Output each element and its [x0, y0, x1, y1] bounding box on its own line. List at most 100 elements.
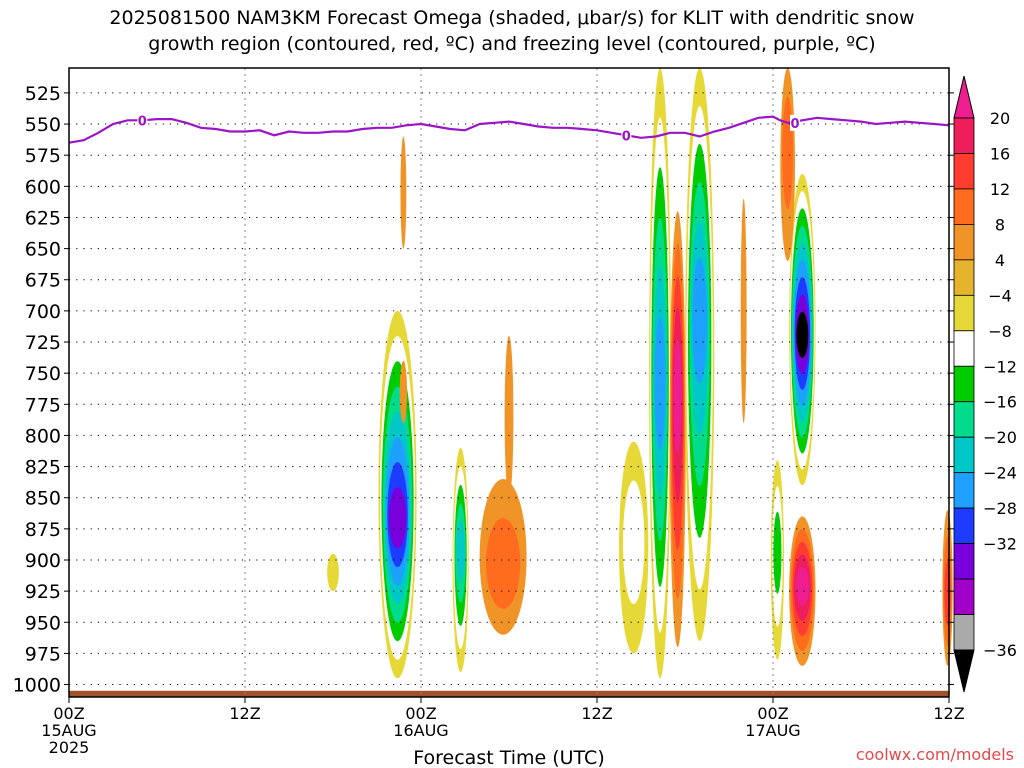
colorbar-label: −16	[983, 393, 1017, 412]
y-tick-label: 975	[25, 643, 61, 665]
y-tick-label: 650	[25, 239, 61, 261]
x-tick-label: 00Z	[757, 704, 788, 723]
y-tick-label: 825	[25, 457, 61, 479]
colorbar-top-arrow	[953, 75, 975, 119]
y-tick-label: 775	[25, 394, 61, 416]
omega-shade	[944, 561, 951, 626]
x-tick-label: 17AUG	[745, 721, 800, 740]
colorbar-swatch	[953, 401, 975, 438]
freezing-level-label: 0	[790, 117, 799, 132]
omega-shade	[692, 257, 707, 384]
colorbar-label: −36	[983, 641, 1017, 660]
omega-shade	[388, 487, 407, 549]
omega-feature	[685, 68, 715, 641]
colorbar-swatch	[953, 436, 975, 474]
y-tick-label: 725	[25, 332, 61, 354]
colorbar-swatch	[953, 294, 975, 332]
colorbar-swatch	[953, 365, 975, 403]
omega-feature	[619, 441, 649, 654]
omega-shade	[782, 96, 794, 210]
contour-label-bg	[621, 127, 632, 144]
omega-feature	[452, 447, 469, 673]
colorbar-swatch	[953, 472, 975, 509]
omega-shade	[654, 316, 666, 450]
y-tick-label: 550	[25, 114, 61, 136]
colorbar-label: 16	[990, 144, 1010, 163]
plot-area	[69, 68, 953, 697]
contour-label-bg	[790, 114, 800, 131]
omega-feature	[479, 479, 527, 635]
colorbar-label: 4	[995, 251, 1005, 270]
y-tick-label: 700	[25, 301, 61, 323]
colorbar-label: 12	[990, 180, 1010, 199]
chart-title: 2025081500 NAM3KM Forecast Omega (shaded…	[109, 7, 914, 55]
x-tick-label: 00Z	[53, 704, 84, 723]
x-tick-label: 2025	[49, 738, 90, 757]
freezing-level-contour: 0 0 0	[68, 112, 950, 144]
plot-frame	[68, 67, 950, 698]
grid	[69, 68, 949, 697]
omega-shade	[486, 517, 521, 609]
omega-feature	[378, 310, 417, 679]
omega-feature	[780, 68, 796, 262]
omega-shade	[456, 521, 465, 580]
colorbar-swatch	[953, 259, 975, 296]
colorbar-swatch	[953, 543, 975, 580]
colorbar-swatch	[953, 223, 975, 261]
colorbar-label: 20	[990, 109, 1010, 128]
colorbar-swatch	[953, 188, 975, 225]
y-tick-label: 750	[25, 363, 61, 385]
colorbar-label: −4	[988, 286, 1012, 305]
x-tick-label: 15AUG	[41, 721, 96, 740]
y-tick-label: 950	[25, 612, 61, 634]
y-tick-label: 600	[25, 176, 61, 198]
omega-feature	[399, 360, 408, 423]
omega-shade	[796, 311, 809, 359]
y-tick-label: 800	[25, 425, 61, 447]
colorbar-swatch	[953, 578, 975, 615]
watermark: coolwx.com/models	[856, 745, 1014, 764]
y-tick-label: 525	[25, 83, 61, 105]
colorbar: 20 16 12 8 4 −4 −8 −12 −16 −20 −24 −28 −32 −36	[953, 75, 1017, 693]
omega-shade	[327, 553, 339, 592]
contour-label-bg	[137, 112, 148, 129]
freezing-level-label: 0	[622, 129, 631, 144]
freezing-level-line	[68, 115, 950, 144]
omega-shade	[795, 567, 810, 606]
colorbar-label: −12	[983, 357, 1017, 376]
colorbar-label: −28	[983, 499, 1017, 518]
omega-shade	[504, 335, 514, 498]
omega-shade	[773, 511, 782, 594]
colorbar-swatch	[953, 507, 975, 544]
omega-shade	[673, 340, 682, 454]
x-axis-label: Forecast Time (UTC)	[413, 747, 604, 768]
colorbar-label: 8	[995, 215, 1005, 234]
colorbar-swatch	[953, 153, 975, 190]
x-tick-label: 12Z	[581, 704, 612, 723]
colorbar-swatch	[953, 614, 975, 651]
omega-shade	[740, 198, 747, 423]
x-tick-label: 12Z	[933, 704, 964, 723]
colorbar-label: −20	[983, 428, 1017, 447]
omega-feature	[400, 136, 407, 249]
omega-feature	[942, 510, 953, 666]
colorbar-swatch	[953, 117, 975, 154]
y-tick-label: 875	[25, 519, 61, 541]
colorbar-bottom-arrow	[953, 649, 975, 693]
colorbar-label: −8	[988, 322, 1012, 341]
colorbar-swatch	[953, 330, 975, 367]
colorbar-label: −32	[983, 535, 1017, 554]
y-tick-label: 900	[25, 550, 61, 572]
y-tick-label: 925	[25, 581, 61, 603]
omega-feature	[504, 335, 514, 498]
omega-shade	[400, 136, 407, 249]
x-tick-label: 16AUG	[393, 721, 448, 740]
omega-feature	[789, 173, 816, 486]
x-tick-label: 00Z	[405, 704, 436, 723]
omega-feature	[669, 211, 686, 648]
freezing-level-label: 0	[138, 114, 147, 129]
surface-terrain	[69, 690, 949, 697]
chart-title-line-2: growth region (contoured, red, ºC) and f…	[148, 33, 875, 55]
